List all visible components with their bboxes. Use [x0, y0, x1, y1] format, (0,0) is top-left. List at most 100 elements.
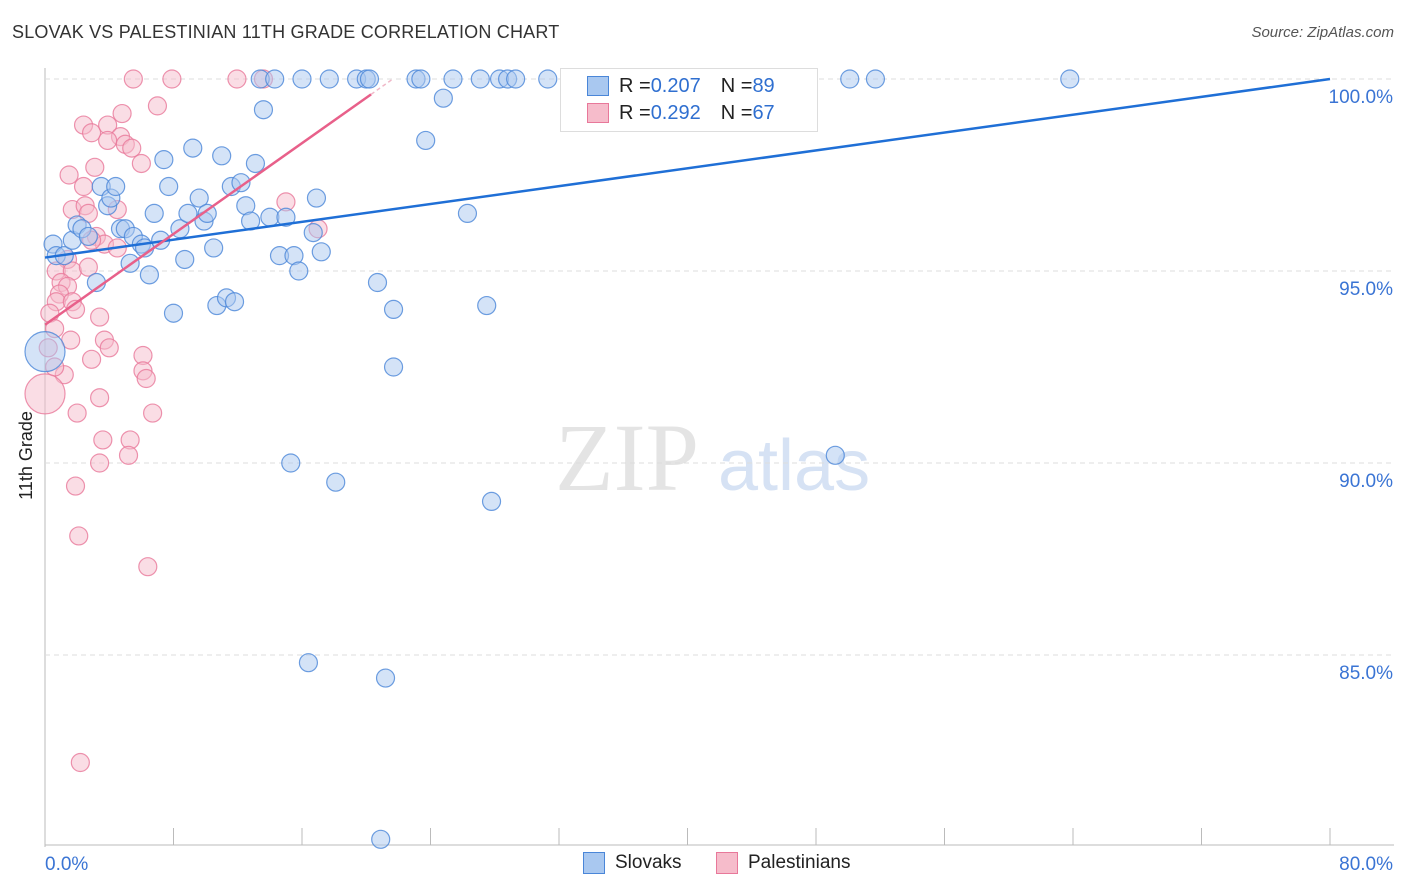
- slovak-point: [359, 69, 380, 89]
- watermark-zip: ZIP: [555, 404, 699, 511]
- palestinian-point: [90, 307, 110, 327]
- slovak-point: [106, 176, 126, 197]
- slovak-point: [276, 207, 296, 227]
- slovak-point: [303, 223, 323, 243]
- slovak-point: [371, 829, 391, 849]
- legend-n-value: 89: [752, 74, 775, 97]
- palestinian-point: [73, 176, 94, 197]
- legend-box: R = 0.207 N = 89 R = 0.292 N = 67: [560, 68, 818, 132]
- slovak-point: [383, 299, 404, 319]
- slovak-point: [375, 668, 396, 688]
- legend-swatch-blue: [583, 852, 605, 874]
- slovak-point: [292, 69, 312, 89]
- slovak-point: [289, 261, 309, 281]
- slovak-point: [840, 69, 860, 89]
- palestinian-point: [81, 123, 102, 143]
- palestinian-point: [118, 445, 139, 465]
- slovak-point: [383, 357, 404, 377]
- palestinian-point: [90, 388, 110, 408]
- slovak-point: [319, 69, 339, 89]
- slovak-point: [189, 188, 209, 208]
- palestinian-point: [65, 476, 86, 496]
- slovak-point: [477, 295, 497, 316]
- legend-n-label: N =: [720, 74, 753, 97]
- legend-item-slovaks[interactable]: Slovaks: [583, 852, 682, 874]
- palestinian-point: [90, 453, 110, 473]
- slovak-point: [260, 207, 280, 227]
- slovak-point: [183, 138, 203, 158]
- y-tick-label: 85.0%: [1339, 663, 1393, 684]
- y-tick-label: 90.0%: [1339, 471, 1393, 492]
- y-tick-label: 95.0%: [1339, 279, 1393, 300]
- legend-r-value: 0.292: [650, 101, 701, 124]
- legend-item-palestinians[interactable]: Palestinians: [716, 852, 850, 874]
- slovak-point: [298, 653, 319, 673]
- slovak-point: [175, 249, 195, 270]
- palestinian-point: [122, 138, 142, 158]
- legend-n-value: 67: [752, 101, 775, 124]
- slovak-trend-line: [44, 77, 1331, 259]
- palestinian-point: [67, 403, 87, 423]
- slovak-point: [538, 69, 558, 89]
- palestinian-point: [78, 257, 98, 277]
- chart-title: SLOVAK VS PALESTINIAN 11TH GRADE CORRELA…: [12, 22, 560, 42]
- slovak-point: [865, 69, 886, 89]
- slovak-point: [144, 203, 164, 223]
- palestinian-point: [24, 373, 66, 415]
- palestinian-point: [70, 752, 90, 773]
- slovak-point: [78, 226, 98, 247]
- palestinian-point: [138, 557, 158, 577]
- legend-r-value: 0.207: [650, 74, 701, 97]
- x-tick-label: 80.0%: [1339, 854, 1393, 875]
- slovak-point: [326, 472, 346, 492]
- slovak-point: [154, 150, 174, 170]
- palestinian-point: [123, 69, 143, 89]
- legend-swatch-blue: [587, 76, 609, 96]
- slovak-point: [24, 331, 66, 373]
- legend-row-slovaks: R = 0.207 N = 89: [587, 73, 775, 99]
- slovak-point: [411, 69, 431, 89]
- legend-r-label: R =: [619, 101, 651, 124]
- slovak-point: [139, 265, 160, 285]
- palestinian-point: [162, 69, 182, 89]
- slovak-point: [433, 88, 453, 108]
- palestinian-trend-extension: [370, 78, 394, 95]
- palestinian-point: [147, 96, 168, 116]
- slovak-point: [457, 203, 478, 223]
- watermark-atlas: atlas: [718, 426, 870, 506]
- legend-label: Palestinians: [748, 852, 851, 873]
- slovak-point: [443, 69, 463, 89]
- legend-swatch-pink: [716, 852, 738, 874]
- slovak-point: [245, 153, 266, 174]
- slovak-point: [281, 453, 301, 473]
- slovak-point: [506, 69, 526, 89]
- slovak-point: [253, 100, 274, 120]
- legend-r-label: R =: [619, 74, 651, 97]
- legend-n-label: N =: [720, 101, 753, 124]
- slovak-point: [1060, 69, 1080, 89]
- slovak-point: [204, 238, 224, 258]
- palestinian-point: [98, 130, 118, 151]
- palestinian-point: [69, 526, 89, 546]
- palestinian-point: [112, 103, 132, 124]
- legend-row-palestinians: R = 0.292 N = 67: [587, 100, 775, 126]
- palestinian-point: [136, 368, 156, 389]
- slovak-point: [159, 176, 179, 197]
- slovak-point: [825, 445, 845, 465]
- palestinian-trend-line: [44, 93, 372, 326]
- slovak-point: [265, 69, 285, 89]
- slovak-point: [367, 272, 388, 293]
- slovak-point: [224, 292, 245, 312]
- y-tick-label: 100.0%: [1329, 87, 1394, 108]
- legend-label: Slovaks: [615, 852, 682, 873]
- palestinian-point: [99, 338, 119, 358]
- legend-swatch-pink: [587, 103, 609, 123]
- slovak-point: [306, 188, 327, 208]
- slovak-point: [311, 242, 331, 262]
- palestinian-point: [227, 69, 247, 89]
- source-label: Source: ZipAtlas.com: [1251, 24, 1394, 41]
- palestinian-point: [59, 165, 79, 185]
- palestinian-point: [131, 153, 151, 174]
